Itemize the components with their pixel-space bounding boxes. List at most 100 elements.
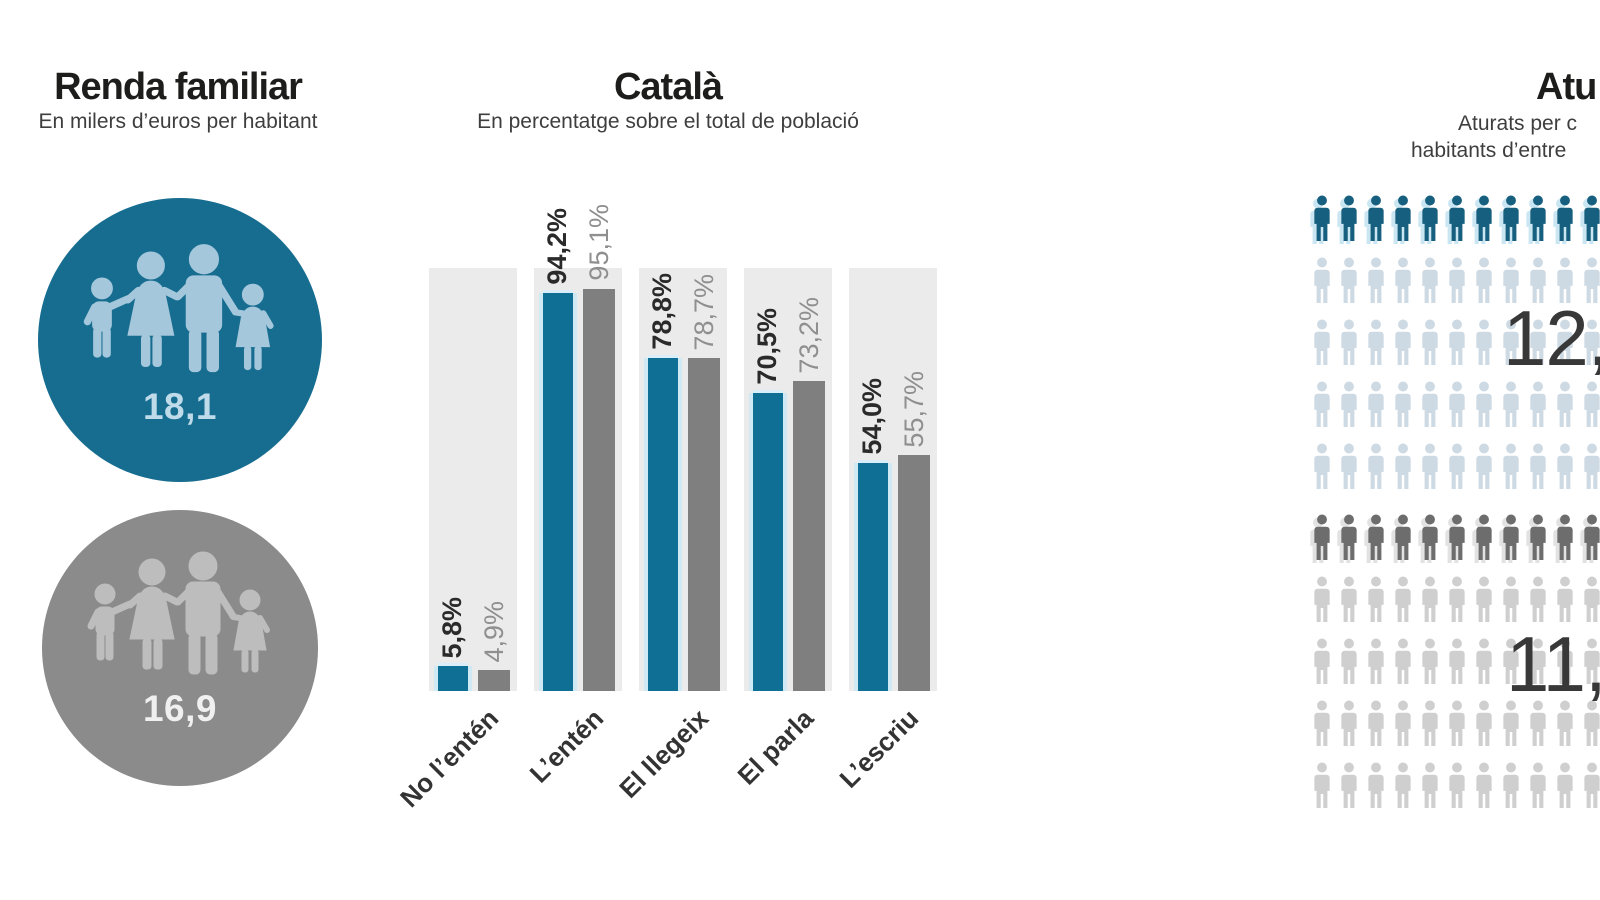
person-icon bbox=[1475, 195, 1493, 242]
person-icon bbox=[1394, 443, 1412, 490]
bar-blue-series bbox=[543, 292, 573, 691]
person-icon bbox=[1475, 514, 1493, 561]
person-icon bbox=[1583, 762, 1600, 809]
person-icon bbox=[1421, 195, 1439, 242]
person-icon bbox=[1502, 195, 1520, 242]
person-icon bbox=[1529, 762, 1547, 809]
person-icon bbox=[1367, 576, 1385, 623]
pictograph-row bbox=[1313, 381, 1600, 428]
bar-gray-series bbox=[478, 670, 510, 691]
person-icon bbox=[1313, 443, 1331, 490]
person-icon bbox=[1340, 443, 1358, 490]
person-icon bbox=[1367, 514, 1385, 561]
catalan-panel-title: Català bbox=[613, 66, 723, 108]
value-label: 54,0% bbox=[857, 378, 887, 455]
person-icon bbox=[1340, 638, 1358, 685]
person-icon bbox=[1421, 700, 1439, 747]
person-icon bbox=[1556, 514, 1574, 561]
person-icon bbox=[1421, 762, 1439, 809]
person-icon bbox=[1448, 514, 1466, 561]
person-icon bbox=[1583, 443, 1600, 490]
category-label: L’entén bbox=[523, 703, 610, 789]
person-icon bbox=[1313, 195, 1331, 242]
person-icon bbox=[1313, 514, 1331, 561]
person-icon bbox=[1421, 257, 1439, 304]
person-icon bbox=[1448, 443, 1466, 490]
person-icon bbox=[1313, 638, 1331, 685]
person-icon bbox=[1475, 381, 1493, 428]
family-icon bbox=[77, 234, 283, 374]
person-icon bbox=[1448, 257, 1466, 304]
person-icon bbox=[1367, 195, 1385, 242]
person-icon bbox=[1340, 514, 1358, 561]
person-icon bbox=[1340, 257, 1358, 304]
bar-blue-series bbox=[438, 666, 468, 691]
bar-gray-series bbox=[898, 455, 930, 691]
person-icon bbox=[1394, 381, 1412, 428]
person-icon bbox=[1421, 381, 1439, 428]
category-label: L’escriu bbox=[833, 703, 925, 794]
value-label: 73,2% bbox=[794, 296, 824, 374]
bar-blue-series bbox=[753, 392, 783, 691]
person-icon bbox=[1502, 443, 1520, 490]
income-value: 18,1 bbox=[142, 386, 217, 427]
unemployment-value-blue: 12, bbox=[1503, 294, 1600, 382]
person-icon bbox=[1394, 514, 1412, 561]
person-icon bbox=[1313, 381, 1331, 428]
person-icon bbox=[1475, 443, 1493, 490]
person-icon bbox=[1475, 319, 1493, 366]
person-icon bbox=[1475, 700, 1493, 747]
person-icon bbox=[1448, 195, 1466, 242]
person-icon bbox=[1367, 700, 1385, 747]
income-circle-comparison: 16,9 bbox=[42, 510, 318, 786]
person-icon bbox=[1394, 638, 1412, 685]
category-label: El llegeix bbox=[613, 703, 715, 804]
person-icon bbox=[1421, 319, 1439, 366]
value-label: 55,7% bbox=[899, 370, 929, 448]
person-icon bbox=[1448, 576, 1466, 623]
bar-blue-series bbox=[858, 462, 888, 691]
person-icon bbox=[1367, 257, 1385, 304]
value-label: 78,7% bbox=[689, 273, 719, 351]
person-icon bbox=[1529, 514, 1547, 561]
person-icon bbox=[1448, 762, 1466, 809]
bar-gray-series bbox=[793, 381, 825, 691]
person-icon bbox=[1583, 514, 1600, 561]
person-icon bbox=[1529, 443, 1547, 490]
value-label: 78,8% bbox=[647, 273, 677, 350]
person-icon bbox=[1448, 700, 1466, 747]
person-icon bbox=[1556, 443, 1574, 490]
person-icon bbox=[1475, 638, 1493, 685]
income-panel-title: Renda familiar bbox=[54, 66, 303, 108]
person-icon bbox=[1394, 195, 1412, 242]
person-icon bbox=[1502, 514, 1520, 561]
unemployment-panel-subtitle-line1: Aturats per c bbox=[1458, 112, 1578, 135]
bar-gray-series bbox=[688, 358, 720, 691]
person-icon bbox=[1448, 381, 1466, 428]
pictograph-row bbox=[1313, 576, 1600, 623]
person-icon bbox=[1529, 195, 1547, 242]
pictograph-row bbox=[1313, 443, 1600, 490]
person-icon bbox=[1475, 257, 1493, 304]
person-icon bbox=[1502, 762, 1520, 809]
person-icon bbox=[1367, 638, 1385, 685]
value-label: 4,9% bbox=[479, 600, 509, 663]
unemployment-panel-title: Atu bbox=[1536, 66, 1597, 108]
person-icon bbox=[1313, 576, 1331, 623]
person-icon bbox=[1556, 195, 1574, 242]
bar-blue-series bbox=[648, 357, 678, 691]
pictograph-row bbox=[1313, 195, 1600, 242]
bar-gray-series bbox=[583, 288, 615, 691]
chart-category-track bbox=[429, 268, 517, 691]
person-icon bbox=[1394, 319, 1412, 366]
person-icon bbox=[1448, 319, 1466, 366]
family-icon bbox=[81, 542, 279, 676]
person-icon bbox=[1340, 762, 1358, 809]
person-icon bbox=[1556, 381, 1574, 428]
person-icon bbox=[1367, 381, 1385, 428]
person-icon bbox=[1394, 257, 1412, 304]
person-icon bbox=[1502, 381, 1520, 428]
catalan-panel-subtitle: En percentatge sobre el total de poblaci… bbox=[477, 110, 859, 133]
value-label: 95,1% bbox=[584, 204, 614, 281]
